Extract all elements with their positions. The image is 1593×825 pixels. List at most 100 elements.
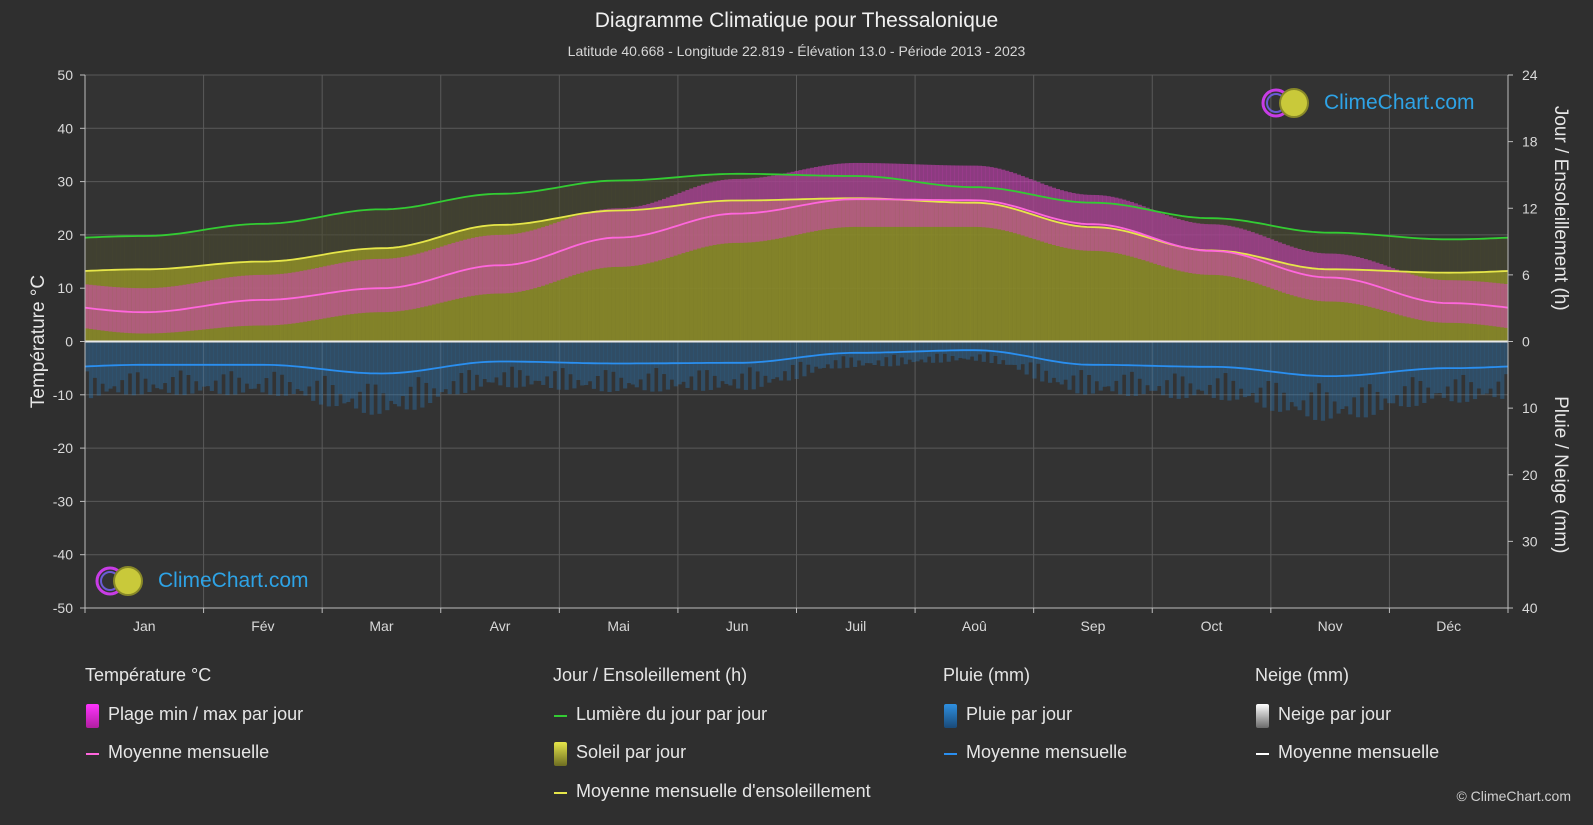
temp-range-day-bar — [1496, 283, 1501, 327]
temp-range-day-bar — [151, 288, 156, 334]
rain-day-bar — [478, 341, 483, 387]
rain-day-bar — [899, 341, 905, 358]
temp-range-day-bar — [482, 235, 487, 295]
rain-day-bar — [853, 341, 858, 367]
rain-day-bar — [545, 341, 550, 377]
rain-day-bar — [755, 341, 760, 372]
series-lines — [84, 172, 1509, 377]
rain-day-bar — [120, 341, 125, 381]
temp-range-day-bar — [771, 175, 776, 240]
sunshine-day-bar — [895, 199, 901, 342]
sunshine-day-bar — [1274, 261, 1279, 342]
rain-day-bar — [361, 341, 367, 413]
rain-day-bar — [233, 341, 238, 395]
temp-range-day-bar — [155, 287, 160, 334]
temp-range-day-bar — [950, 165, 955, 227]
sunshine-day-bar — [864, 198, 869, 342]
temp-range-day-bar — [1484, 282, 1489, 326]
sunshine-day-bar — [693, 203, 698, 342]
rain-day-bar — [1281, 341, 1287, 393]
rain-day-bar — [591, 341, 597, 389]
sunshine-day-bar — [673, 205, 678, 342]
rain-day-bar — [326, 341, 331, 407]
temp-range-day-bar — [849, 163, 854, 227]
temp-range-day-bar — [1180, 220, 1185, 272]
sunshine-day-bar — [708, 201, 713, 342]
sunshine-day-bar — [790, 199, 795, 342]
logo-text: ClimeChart.com — [1324, 91, 1475, 114]
rain-day-bar — [104, 341, 109, 392]
rain-day-bar — [147, 341, 152, 393]
rain-day-bar — [369, 341, 374, 415]
temp-range-day-bar — [506, 234, 511, 294]
rain-day-bar — [1472, 341, 1478, 400]
legend-item-temp-mean: Moyenne mensuelle — [108, 742, 270, 762]
legend-title-snow: Neige (mm) — [1255, 665, 1350, 685]
temp-range-day-bar — [782, 173, 788, 238]
temp-range-day-bar — [931, 164, 936, 227]
rain-day-bar — [139, 341, 144, 395]
sunshine-day-bar — [817, 198, 823, 342]
rain-day-bar — [981, 341, 986, 362]
rain-day-bar — [1172, 341, 1177, 374]
sunshine-day-bar — [1344, 269, 1349, 342]
sunshine-day-bar — [1254, 256, 1259, 342]
temp-range-day-bar — [428, 250, 433, 306]
copyright: © ClimeChart.com — [1456, 788, 1571, 804]
rain-day-bar — [1500, 341, 1505, 399]
temp-range-day-bar — [373, 258, 378, 313]
sunshine-day-bar — [1289, 264, 1294, 342]
rain-day-bar — [264, 341, 269, 379]
sunshine-day-bar — [1122, 230, 1127, 342]
rain-day-bar — [377, 341, 382, 414]
temp-range-day-bar — [1008, 171, 1014, 233]
rain-day-bar — [311, 341, 316, 401]
left-tick-label: 40 — [57, 120, 73, 136]
rain-day-bar — [903, 341, 908, 365]
sunshine-day-bar — [607, 210, 612, 342]
temp-range-day-bar — [1200, 223, 1205, 275]
legend-swatch-sun-per-day — [554, 742, 567, 766]
rain-day-bar — [1231, 341, 1236, 381]
rain-day-bar — [1406, 341, 1411, 407]
sunshine-day-bar — [868, 198, 873, 342]
sunshine-day-bar — [919, 200, 924, 342]
sunshine-day-bar — [1316, 268, 1322, 342]
temp-range-day-bar — [1036, 182, 1041, 241]
temp-range-day-bar — [174, 285, 179, 333]
left-tick-label: 50 — [57, 67, 73, 83]
temp-range-day-bar — [459, 240, 464, 299]
rain-day-bar — [513, 341, 519, 388]
temp-range-day-bar — [860, 162, 866, 227]
temp-range-day-bar — [1063, 191, 1068, 248]
sunshine-day-bar — [634, 209, 639, 342]
rain-day-bar — [1383, 341, 1388, 399]
rain-day-bar — [116, 341, 121, 393]
temp-range-day-bar — [447, 244, 452, 301]
sunshine-day-bar — [1114, 229, 1119, 342]
rain-day-bar — [1203, 341, 1209, 395]
rain-day-bar — [1394, 341, 1400, 396]
rain-day-bar — [1262, 341, 1267, 408]
temp-range-day-bar — [1141, 206, 1146, 261]
rain-day-bar — [237, 341, 242, 378]
sunshine-day-bar — [892, 199, 897, 342]
temp-range-day-bar — [498, 234, 503, 294]
rain-day-bar — [880, 341, 885, 367]
rain-day-bar — [470, 341, 476, 391]
rain-day-bar — [123, 341, 129, 395]
rain-day-bar — [732, 341, 737, 380]
temp-range-day-bar — [716, 180, 721, 245]
temp-range-day-bar — [1040, 183, 1045, 242]
rain-day-bar — [607, 341, 612, 392]
sunshine-day-bar — [989, 203, 994, 342]
temp-range-day-bar — [1122, 199, 1127, 255]
sunshine-day-bar — [580, 213, 585, 342]
rain-day-bar — [1161, 341, 1166, 396]
temp-range-day-bar — [1449, 280, 1454, 323]
temp-range-day-bar — [989, 167, 994, 229]
sunshine-day-bar — [642, 209, 647, 342]
right-top-tick-label: 12 — [1522, 200, 1538, 216]
temp-range-day-bar — [1102, 195, 1107, 252]
temp-range-day-bar — [938, 165, 943, 227]
